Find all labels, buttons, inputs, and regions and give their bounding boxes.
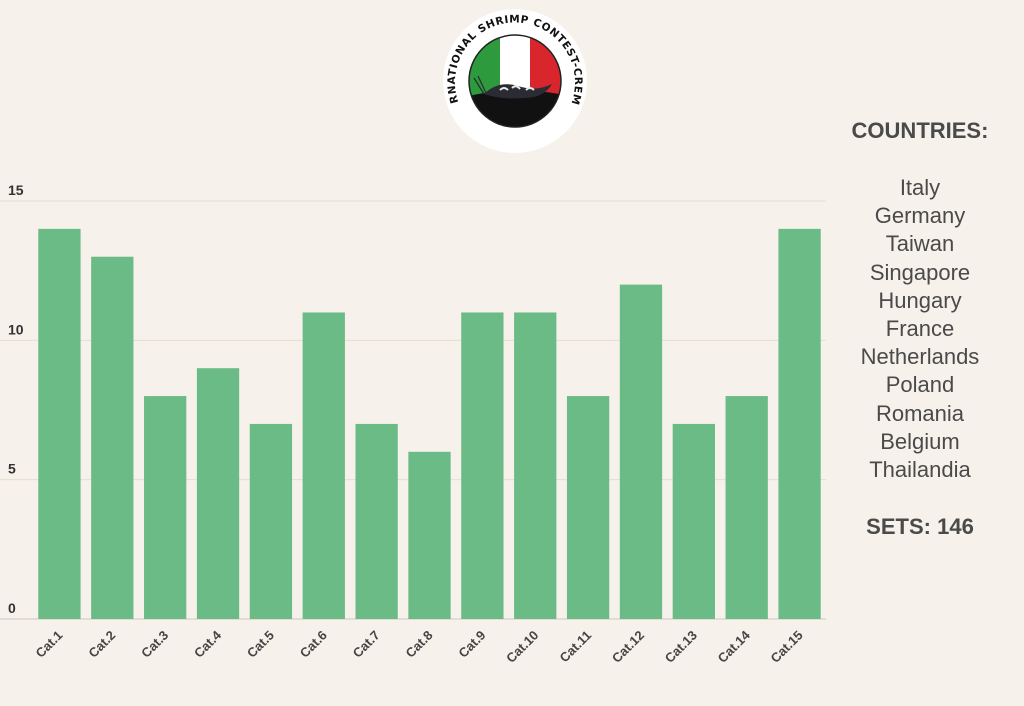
x-tick-label: Cat.4 — [191, 627, 225, 661]
x-tick-label: Cat.10 — [503, 628, 541, 666]
x-tick-label: Cat.13 — [662, 628, 700, 666]
bar — [778, 228, 821, 619]
shrimp-icon — [473, 75, 552, 99]
sets-value: 146 — [937, 514, 974, 540]
bar — [408, 451, 451, 619]
x-tick-label: Cat.2 — [85, 628, 118, 661]
country-item: Taiwan — [885, 231, 955, 257]
x-tick-label: Cat.3 — [138, 628, 171, 661]
side-panel: COUNTRIES: Italy Germany Taiwan Singapor… — [840, 118, 1000, 540]
bars — [38, 228, 821, 619]
bar — [302, 312, 345, 619]
x-tick-label: Cat.9 — [455, 628, 488, 661]
country-item: Netherlands — [860, 344, 980, 370]
sets-total: SETS: 146 — [840, 514, 1000, 540]
country-item: Germany — [874, 203, 966, 229]
country-item: Belgium — [880, 428, 960, 454]
x-tick-label: Cat.12 — [609, 628, 647, 666]
y-tick-label: 0 — [8, 600, 16, 616]
bar — [91, 256, 134, 619]
bar — [196, 368, 240, 619]
country-item: Hungary — [878, 287, 962, 313]
y-tick-label: 15 — [8, 182, 24, 198]
x-axis-labels: Cat.1 Cat.2 Cat.3 Cat.4 Cat.5 Cat.6 Cat.7 Cat.8… — [32, 627, 805, 666]
x-tick-label: Cat.6 — [297, 628, 330, 661]
bar — [672, 423, 715, 619]
x-tick-label: Cat.15 — [767, 628, 805, 666]
x-tick-label: Cat.11 — [557, 628, 595, 666]
bar — [355, 423, 398, 619]
bar — [461, 312, 504, 619]
y-axis-ticks: 0 5 10 15 — [8, 182, 24, 616]
x-tick-label: Cat.1 — [32, 628, 65, 661]
country-item: Poland — [885, 372, 955, 398]
bar — [725, 396, 768, 619]
bar — [566, 396, 610, 619]
bar — [619, 284, 663, 619]
bar — [514, 312, 557, 619]
x-tick-label: Cat.14 — [715, 627, 754, 666]
x-tick-label: Cat.5 — [244, 628, 277, 661]
country-item: Thailandia — [869, 457, 971, 483]
x-tick-label: Cat.7 — [350, 628, 383, 661]
x-tick-label: Cat.8 — [403, 628, 436, 661]
country-item: Romania — [875, 400, 965, 426]
country-item: Singapore — [869, 259, 971, 285]
country-list: Italy Germany Taiwan Singapore Hungary F… — [840, 174, 1000, 484]
contest-logo: INTERNATIONAL SHRIMP CONTEST-CREMONA — [440, 6, 587, 153]
country-item: Italy — [899, 175, 941, 200]
bar — [38, 228, 81, 619]
y-tick-label: 10 — [8, 321, 24, 337]
sets-label: SETS: — [866, 514, 931, 540]
bar — [249, 423, 293, 619]
country-item: France — [885, 316, 955, 342]
bar — [144, 396, 187, 619]
y-tick-label: 5 — [8, 461, 16, 477]
countries-title: COUNTRIES: — [851, 118, 989, 143]
